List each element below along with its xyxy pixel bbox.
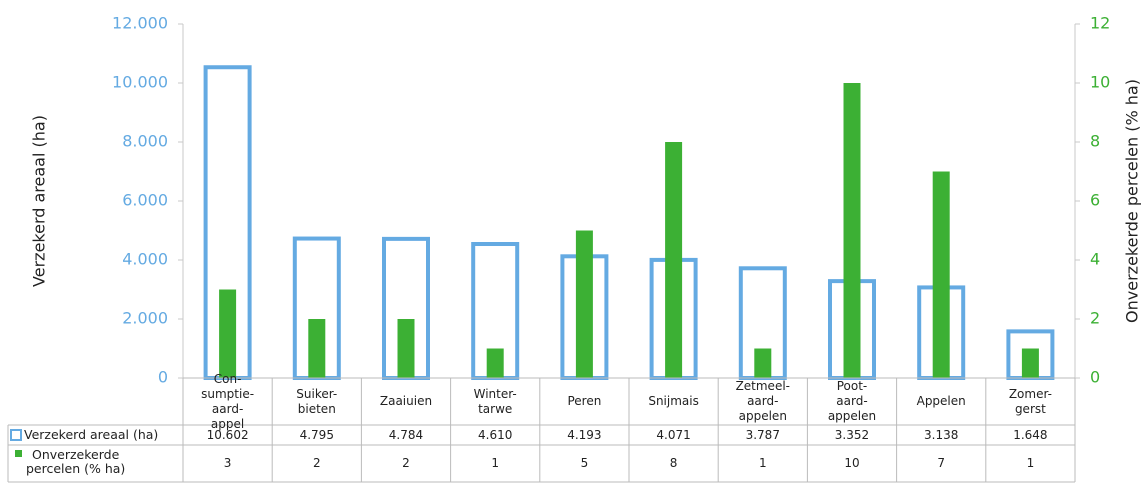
data-label: 3 <box>223 456 232 470</box>
data-label: 3.787 <box>745 427 780 442</box>
data-label: 4.784 <box>388 427 424 442</box>
bar <box>219 289 237 378</box>
y2-tick-label: 6 <box>1090 191 1100 210</box>
x-tick-label: Zetmeel- aard- appelen <box>735 379 790 423</box>
y2-tick-label: 2 <box>1090 309 1100 328</box>
data-label: 10.602 <box>206 427 249 442</box>
y-tick-label: 4.000 <box>122 250 168 269</box>
y2-tick-label: 8 <box>1090 132 1100 151</box>
x-tick-label: Zomer- gerst <box>1008 386 1052 416</box>
x-tick-label: Winter- tarwe <box>473 386 517 416</box>
data-label: 1 <box>758 456 767 470</box>
bar <box>308 319 326 378</box>
data-label: 4.071 <box>656 427 691 442</box>
y-tick-label: 10.000 <box>112 73 168 92</box>
legend-label: Onverzekerde percelen (% ha) <box>26 447 126 476</box>
y-tick-label: 0 <box>158 368 168 387</box>
y-axis-title: Verzekerd areaal (ha) <box>30 115 49 287</box>
data-label: 1 <box>491 456 499 470</box>
x-tick-label: Peren <box>567 394 602 408</box>
data-label: 10 <box>844 456 860 470</box>
legend-label: Verzekerd areaal (ha) <box>24 427 159 442</box>
x-tick-label: Zaaiuien <box>379 394 433 408</box>
y2-tick-label: 0 <box>1090 368 1100 387</box>
bar <box>665 142 683 378</box>
bar <box>575 230 593 378</box>
data-label: 1 <box>1026 456 1035 470</box>
y2-axis-title: Onverzekerde percelen (% ha) <box>1123 79 1142 323</box>
legend-key <box>15 450 22 457</box>
bar <box>843 83 861 378</box>
data-label: 5 <box>580 456 589 470</box>
data-label: 7 <box>937 456 945 470</box>
x-tick-label: Snijmais <box>648 394 699 408</box>
data-label: 4.610 <box>478 427 513 442</box>
bar <box>932 171 950 378</box>
data-label: 3.138 <box>924 427 959 442</box>
legend-key <box>10 429 22 441</box>
data-label: 2 <box>312 456 321 470</box>
y2-tick-label: 4 <box>1090 250 1100 269</box>
bar <box>754 348 772 378</box>
data-label: 3.352 <box>834 427 870 442</box>
data-label: 4.795 <box>299 427 334 442</box>
bar <box>486 348 504 378</box>
y-tick-label: 8.000 <box>122 132 168 151</box>
y2-tick-label: 10 <box>1090 73 1110 92</box>
y-tick-label: 2.000 <box>122 309 168 328</box>
x-tick-label: Appelen <box>916 394 966 408</box>
y-tick-label: 6.000 <box>122 191 168 210</box>
bar <box>1021 348 1039 378</box>
x-tick-label: Poot- aard- appelen <box>827 379 877 423</box>
y2-tick-label: 12 <box>1090 14 1110 33</box>
data-label: 2 <box>402 456 410 470</box>
data-label: 4.193 <box>567 427 602 442</box>
x-tick-label: Con- sumptie- aard- appel <box>201 371 255 431</box>
bar <box>397 319 415 378</box>
x-tick-label: Suiker- bieten <box>296 386 338 416</box>
data-label: 1.648 <box>1013 427 1048 442</box>
data-label: 8 <box>669 456 678 470</box>
y-tick-label: 12.000 <box>112 14 168 33</box>
